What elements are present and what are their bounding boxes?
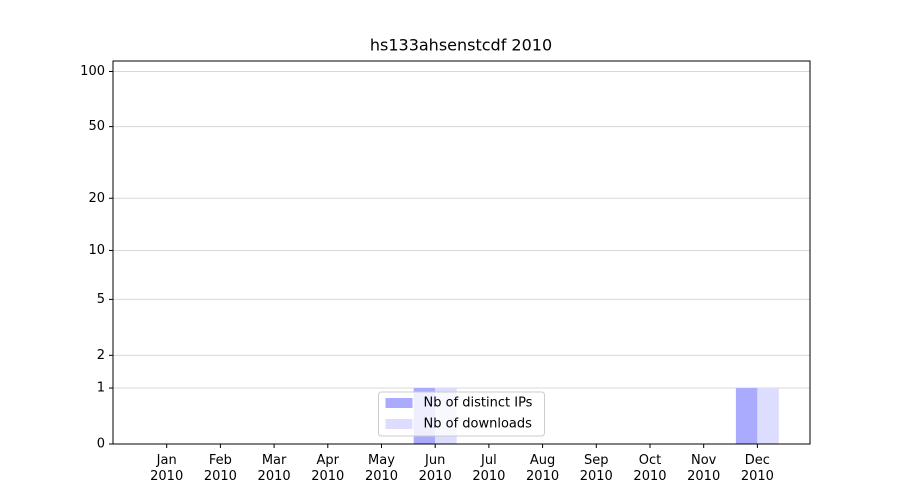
x-tick-label: Oct 2010: [633, 453, 667, 484]
x-tick-label: Aug 2010: [526, 453, 560, 484]
y-tick-label: 50: [88, 119, 105, 134]
x-tick-label: Jul 2010: [472, 453, 506, 484]
legend: Nb of distinct IPs Nb of downloads: [378, 391, 545, 437]
legend-swatch: [385, 419, 413, 429]
x-tick-label: Mar 2010: [257, 453, 291, 484]
legend-label: Nb of downloads: [424, 417, 533, 432]
legend-swatch: [385, 398, 413, 408]
y-tick-label: 20: [88, 191, 105, 206]
x-tick-label: Nov 2010: [687, 453, 721, 484]
legend-box: [378, 391, 545, 437]
y-tick-label: 0: [97, 437, 105, 452]
y-tick-label: 10: [88, 243, 105, 258]
legend-label: Nb of distinct IPs: [424, 396, 533, 411]
y-tick-label: 2: [97, 348, 105, 363]
x-tick-label: Apr 2010: [311, 453, 345, 484]
y-tick-label: 1: [97, 381, 105, 396]
x-tick-label: Dec 2010: [740, 453, 774, 484]
x-tick-label: Jun 2010: [418, 453, 452, 484]
y-tick-label: 5: [97, 292, 105, 307]
x-tick-label: Feb 2010: [203, 453, 237, 484]
bar: [757, 388, 779, 444]
x-tick-label: May 2010: [364, 453, 399, 484]
bar: [735, 388, 758, 444]
x-tick-label: Jan 2010: [150, 453, 184, 484]
plot-frame: [112, 60, 811, 445]
y-tick-label: 100: [80, 64, 105, 79]
x-tick-label: Sep 2010: [579, 453, 613, 484]
chart-title: hs133ahsenstcdf 2010: [370, 36, 552, 55]
